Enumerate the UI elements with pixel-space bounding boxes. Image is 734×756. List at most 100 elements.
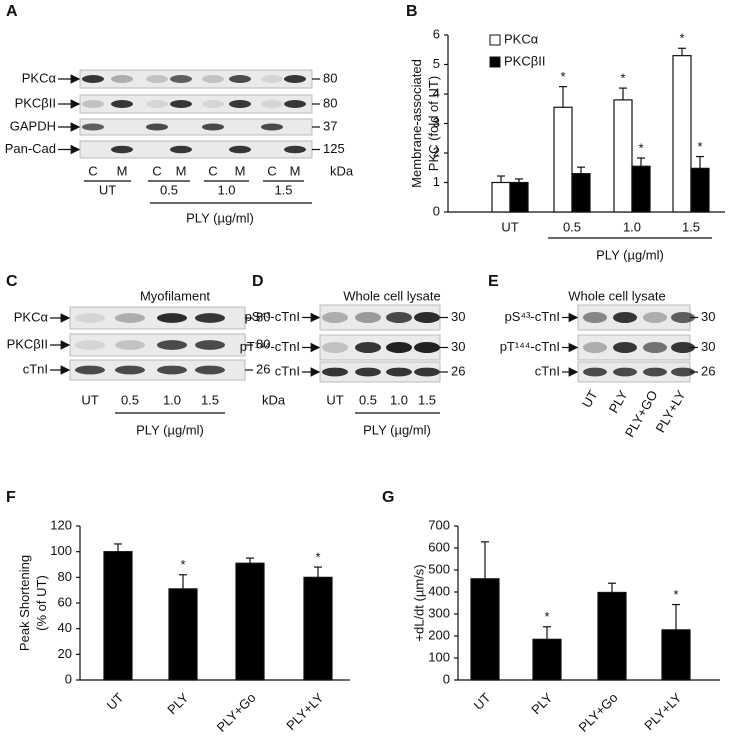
y-axis-label: Membrane-associated bbox=[409, 59, 424, 188]
blot-band bbox=[202, 123, 224, 131]
row-label: GAPDH bbox=[10, 118, 56, 133]
y-tick-label: 2 bbox=[433, 144, 440, 159]
bar bbox=[532, 638, 562, 681]
lane-label: 0.5 bbox=[121, 392, 139, 407]
significance: * bbox=[620, 71, 625, 86]
unit-label: kDa bbox=[330, 163, 354, 178]
y-tick-label: 300 bbox=[428, 605, 450, 620]
x-axis-label: PLY (µg/ml) bbox=[186, 210, 254, 225]
x-tick-label: UT bbox=[501, 219, 518, 234]
blot-band bbox=[322, 312, 348, 323]
row-label: cTnI bbox=[275, 363, 300, 378]
blot-band bbox=[202, 75, 224, 83]
kda-label: 30 bbox=[701, 339, 715, 354]
blot-band bbox=[643, 367, 667, 377]
kda-label: 30 bbox=[451, 309, 465, 324]
blot-band bbox=[414, 367, 440, 377]
blot-band bbox=[613, 342, 637, 353]
blot-band bbox=[82, 123, 104, 131]
significance: * bbox=[560, 69, 565, 84]
blot-band bbox=[82, 100, 104, 108]
blot-band bbox=[195, 365, 225, 375]
bar bbox=[103, 551, 133, 681]
bar bbox=[613, 99, 633, 213]
y-tick-label: 0 bbox=[65, 671, 72, 686]
bar bbox=[690, 167, 710, 213]
blot-band bbox=[583, 342, 607, 353]
bar bbox=[303, 576, 333, 681]
blot-band bbox=[643, 312, 667, 323]
lane-label: 1.5 bbox=[418, 392, 436, 407]
blot-band bbox=[229, 75, 251, 83]
blot-band bbox=[115, 313, 145, 323]
group-label: 1.5 bbox=[274, 182, 292, 197]
bar bbox=[168, 588, 198, 681]
blot-band bbox=[671, 367, 695, 377]
blot-title: Whole cell lysate bbox=[343, 288, 441, 303]
x-axis-label: PLY (µg/ml) bbox=[596, 247, 664, 262]
blot-band bbox=[146, 75, 168, 83]
y-tick-label: 20 bbox=[58, 646, 72, 661]
row-label: cTnI bbox=[23, 361, 48, 376]
blot-title: Whole cell lysate bbox=[568, 288, 666, 303]
bar bbox=[509, 181, 529, 213]
lane-label: M bbox=[290, 163, 301, 178]
blot-band bbox=[284, 100, 306, 108]
lane-label: 1.5 bbox=[201, 392, 219, 407]
blot-band bbox=[195, 340, 225, 350]
unit-label: kDa bbox=[262, 392, 286, 407]
bar bbox=[597, 591, 627, 681]
y-tick-label: 5 bbox=[433, 56, 440, 71]
lane-label: UT bbox=[81, 392, 98, 407]
x-tick-label: 1.5 bbox=[682, 219, 700, 234]
blot-band bbox=[111, 75, 133, 83]
blot-band bbox=[643, 342, 667, 353]
blot-band bbox=[583, 367, 607, 377]
kda-label: 80 bbox=[256, 336, 270, 351]
lane-label: UT bbox=[326, 392, 343, 407]
row-label: pS⁴³-cTnI bbox=[245, 309, 300, 324]
y-tick-label: 400 bbox=[428, 583, 450, 598]
bar bbox=[235, 562, 265, 681]
blot-band bbox=[261, 123, 283, 131]
significance: * bbox=[697, 139, 702, 154]
significance: * bbox=[180, 557, 185, 572]
group-label: UT bbox=[99, 182, 116, 197]
blot-band bbox=[414, 312, 440, 323]
panel-letter: D bbox=[252, 273, 264, 290]
blot-band bbox=[355, 367, 381, 377]
blot-band bbox=[75, 340, 105, 350]
lane-label: 1.0 bbox=[163, 392, 181, 407]
panel-letter: F bbox=[6, 489, 16, 506]
lane-label: C bbox=[88, 163, 97, 178]
blot-band bbox=[284, 75, 306, 83]
row-label: PKCβII bbox=[7, 336, 48, 351]
blot-band bbox=[261, 75, 283, 83]
blot-band bbox=[671, 342, 695, 353]
kda-label: 80 bbox=[323, 70, 337, 85]
kda-label: 26 bbox=[701, 363, 715, 378]
y-tick-label: 0 bbox=[443, 671, 450, 686]
blot-band bbox=[170, 145, 192, 154]
x-tick-label: PLY bbox=[164, 690, 192, 718]
lane-label: PLY bbox=[606, 387, 631, 415]
kda-label: 125 bbox=[323, 141, 345, 156]
group-label: 1.0 bbox=[217, 182, 235, 197]
blot-band bbox=[195, 313, 225, 323]
lane-label: M bbox=[117, 163, 128, 178]
blot-band bbox=[355, 312, 381, 323]
panel-letter: G bbox=[382, 489, 394, 506]
kda-label: 26 bbox=[256, 361, 270, 376]
bar bbox=[631, 165, 651, 213]
y-tick-label: 3 bbox=[433, 115, 440, 130]
panel-letter: B bbox=[406, 3, 418, 20]
x-axis-label: PLY (µg/ml) bbox=[136, 422, 204, 437]
y-axis-label: PKC (fold of UT) bbox=[426, 76, 441, 171]
row-label: PKCα bbox=[22, 70, 57, 85]
y-tick-label: 4 bbox=[433, 85, 440, 100]
x-tick-label: UT bbox=[471, 690, 494, 713]
blot-band bbox=[146, 100, 168, 108]
kda-label: 37 bbox=[323, 118, 337, 133]
kda-label: 30 bbox=[701, 309, 715, 324]
